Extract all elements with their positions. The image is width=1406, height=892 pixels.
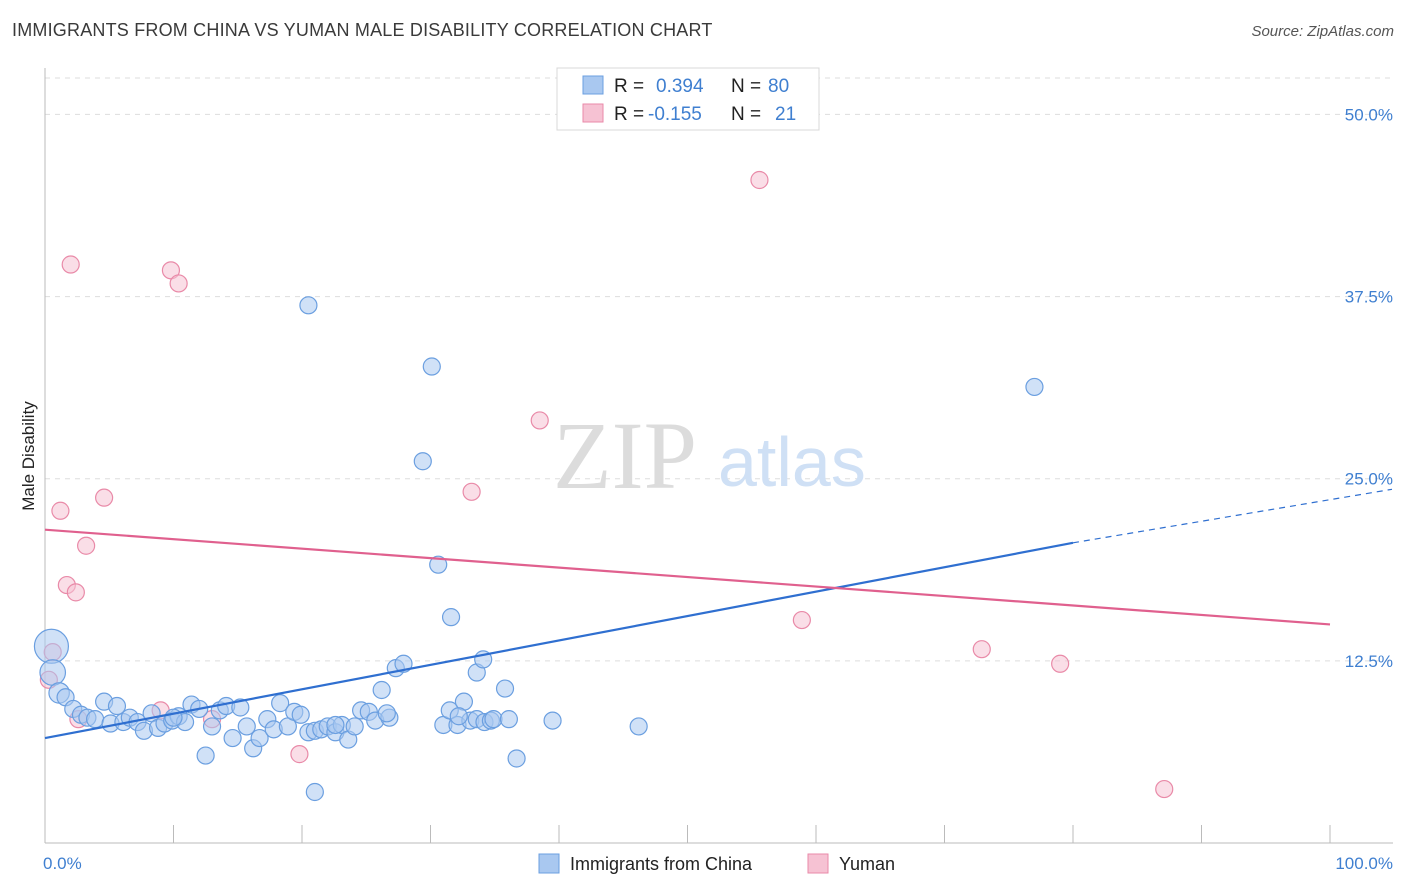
bottom-legend-swatch-china: [538, 853, 560, 874]
yuman-point: [169, 274, 188, 293]
china-point: [33, 628, 70, 664]
china-point: [377, 704, 396, 723]
china-point: [484, 710, 503, 729]
yuman-point: [750, 170, 769, 190]
yuman-point: [1051, 654, 1070, 673]
china-point: [223, 728, 242, 748]
yuman-point: [462, 482, 481, 501]
legend-r-label-yuman: R =: [614, 104, 644, 125]
china-point: [394, 654, 413, 673]
china-points: [33, 296, 1044, 802]
legend-r-value-yuman: -0.155: [648, 104, 702, 125]
yuman-point: [77, 536, 96, 555]
y-tick-label: 12.5%: [1345, 652, 1393, 671]
china-point: [1025, 377, 1044, 397]
trend-lines: [44, 488, 1393, 740]
top-legend: R = 0.394 N = 80 R = -0.155 N = 21: [556, 67, 820, 131]
china-point: [271, 694, 290, 713]
x-tick-label: 0.0%: [43, 854, 82, 873]
yuman-point: [530, 411, 549, 430]
bottom-legend: Immigrants from China Yuman: [538, 853, 895, 874]
legend-n-label-yuman: N =: [731, 104, 761, 125]
bottom-legend-label-yuman: Yuman: [839, 854, 895, 874]
yuman-point: [972, 640, 991, 659]
china-trend-line: [44, 541, 1074, 740]
china-point: [231, 698, 250, 717]
china-point: [507, 749, 526, 768]
yuman-point: [66, 583, 85, 602]
china-point: [629, 717, 648, 736]
legend-n-label-china: N =: [731, 76, 761, 97]
y-tick-label: 37.5%: [1345, 288, 1393, 307]
chart-source: Source: ZipAtlas.com: [1251, 23, 1394, 40]
axes: [44, 68, 1393, 844]
china-point: [345, 717, 364, 736]
watermark: ZIP atlas: [553, 402, 866, 509]
china-point: [441, 608, 461, 627]
china-point: [326, 715, 345, 735]
china-point: [39, 659, 67, 686]
china-point: [291, 705, 310, 724]
china-point: [413, 452, 432, 471]
china-point: [543, 711, 562, 730]
tick-labels: 12.5% 25.0% 37.5% 50.0% 0.0% 100.0%: [43, 105, 1393, 873]
yuman-point: [1155, 779, 1174, 799]
yuman-point: [792, 610, 811, 630]
bottom-legend-label-china: Immigrants from China: [570, 854, 753, 874]
yuman-point: [51, 501, 70, 520]
china-point: [202, 717, 222, 736]
china-point: [237, 717, 256, 736]
china-point: [422, 357, 441, 376]
watermark-zip: ZIP: [553, 402, 697, 509]
legend-swatch-yuman: [582, 103, 604, 123]
yuman-trend-line: [44, 528, 1331, 626]
gridlines: [45, 77, 1393, 662]
legend-n-value-china: 80: [768, 76, 789, 97]
china-point: [196, 746, 215, 765]
yuman-point: [95, 488, 114, 507]
yuman-point: [61, 255, 80, 274]
china-point: [250, 728, 269, 748]
china-point: [299, 296, 318, 315]
china-point: [495, 679, 515, 698]
china-point: [499, 710, 518, 729]
china-point: [305, 782, 324, 802]
china-point: [372, 680, 391, 700]
chart-title: IMMIGRANTS FROM CHINA VS YUMAN MALE DISA…: [12, 20, 713, 40]
legend-n-value-yuman: 21: [775, 104, 796, 125]
y-tick-label: 50.0%: [1345, 105, 1393, 124]
legend-r-label-china: R =: [614, 76, 644, 97]
x-tick-label: 100.0%: [1335, 854, 1393, 873]
china-point: [429, 555, 448, 574]
china-point: [86, 710, 105, 729]
watermark-atlas: atlas: [718, 423, 866, 501]
china-trend-extension: [1072, 488, 1393, 544]
bottom-legend-swatch-yuman: [807, 853, 829, 874]
china-point: [107, 696, 127, 716]
legend-swatch-china: [582, 75, 604, 95]
yuman-point: [290, 745, 309, 764]
legend-r-value-china: 0.394: [656, 76, 704, 97]
y-tick-label: 25.0%: [1345, 470, 1393, 489]
y-axis-title: Male Disability: [19, 401, 38, 511]
china-point: [449, 707, 468, 726]
